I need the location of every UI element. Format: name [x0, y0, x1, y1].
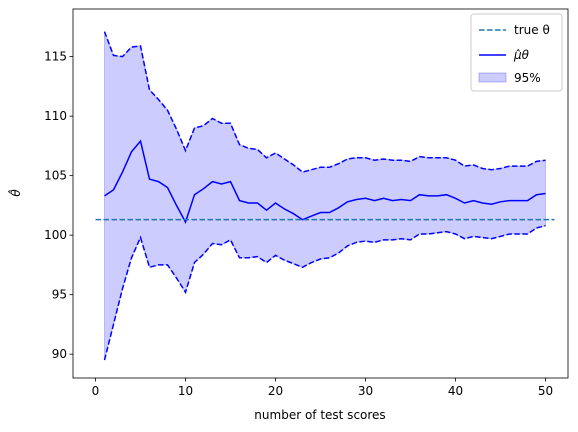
y-axis-label: θ̂ — [7, 189, 23, 197]
legend-box — [470, 13, 563, 92]
legend-ci-label: 95% — [514, 71, 541, 85]
x-tick-label: 40 — [448, 384, 463, 398]
legend-mu-label: μ̂θ — [513, 48, 530, 62]
legend-ci-swatch — [478, 72, 507, 83]
legend: true θ μ̂θ 95% — [470, 13, 563, 92]
ci-upper-line — [103, 31, 546, 173]
y-tick-label: 105 — [44, 169, 67, 183]
mu-hat-line — [104, 139, 546, 224]
x-tick-label: 20 — [268, 384, 283, 398]
x-tick-label: 0 — [92, 384, 100, 398]
y-tick-label: 115 — [44, 50, 67, 64]
axes-frame — [72, 8, 569, 379]
y-tick-label: 110 — [44, 109, 67, 123]
x-tick-label: 30 — [358, 384, 373, 398]
ci-lower-line — [103, 224, 546, 361]
x-axis-label: number of test scores — [254, 408, 385, 422]
y-tick-label: 90 — [52, 347, 67, 361]
x-tick-label: 50 — [538, 384, 553, 398]
legend-true-theta-label: true θ — [514, 23, 550, 37]
y-tick-label: 95 — [52, 288, 67, 302]
y-tick-label: 100 — [44, 228, 67, 242]
x-tick-label: 10 — [178, 384, 193, 398]
